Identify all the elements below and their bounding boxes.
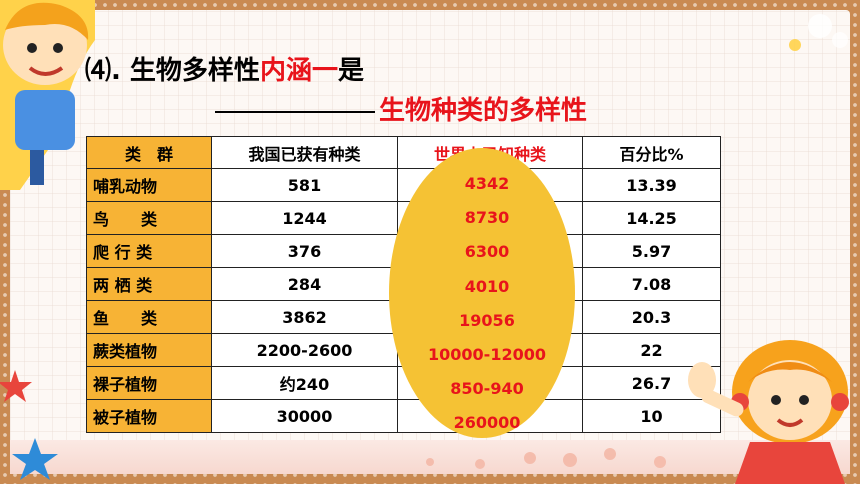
star-icon — [0, 370, 58, 480]
cell-china: 1244 — [211, 201, 398, 235]
bottom-decor-band — [10, 440, 850, 474]
cartoon-boy-icon — [0, 0, 95, 190]
cell-category: 两 栖 类 — [86, 267, 212, 301]
cell-percent: 5.97 — [582, 234, 721, 268]
world-value: 260000 — [453, 413, 521, 433]
cell-category: 蕨类植物 — [86, 333, 212, 367]
cell-china: 284 — [211, 267, 398, 301]
world-value: 4342 — [464, 174, 510, 193]
cell-percent: 13.39 — [582, 168, 721, 202]
cell-category: 被子植物 — [86, 399, 212, 433]
slide-subtitle: 生物种类的多样性 — [215, 90, 587, 127]
subtitle-text: 生物种类的多样性 — [379, 96, 588, 126]
flower-row-icon — [426, 448, 666, 469]
title-suffix: 是 — [337, 56, 364, 86]
title-highlight: 内涵一 — [259, 56, 338, 86]
header-percent: 百分比% — [582, 136, 721, 169]
slide-title: ⑷. 生物多样性内涵一是 — [85, 50, 364, 87]
cell-category: 爬 行 类 — [86, 234, 212, 268]
cell-category: 哺乳动物 — [86, 168, 212, 202]
title-dash-line — [215, 110, 375, 113]
cell-category: 鱼 类 — [86, 300, 212, 334]
world-value: 10000-12000 — [428, 345, 546, 364]
cell-percent: 14.25 — [582, 201, 721, 235]
header-category: 类 群 — [86, 136, 212, 169]
cell-category: 鸟 类 — [86, 201, 212, 235]
world-value: 850-940 — [450, 379, 524, 399]
world-value: 8730 — [464, 208, 510, 228]
cell-percent: 7.08 — [582, 267, 721, 301]
cell-china: 30000 — [211, 399, 398, 433]
cell-china: 581 — [211, 168, 398, 202]
cartoon-girl-icon — [688, 340, 849, 484]
balloon-decor-icon — [789, 14, 848, 51]
world-value: 6300 — [464, 242, 510, 262]
world-value: 19056 — [459, 310, 515, 330]
cell-china: 3862 — [211, 300, 398, 334]
cell-percent: 20.3 — [582, 300, 721, 334]
header-china: 我国已获有种类 — [211, 136, 398, 169]
world-value: 4010 — [464, 276, 510, 296]
cell-percent: 10 — [582, 399, 721, 433]
header-world: 世界上已知种类 — [397, 136, 583, 169]
cell-china: 约240 — [211, 366, 398, 400]
cell-china: 2200-2600 — [211, 333, 398, 367]
cell-china: 376 — [211, 234, 398, 268]
table-header-row: 类 群 我国已获有种类 世界上已知种类 百分比% — [86, 136, 721, 169]
title-prefix: ⑷. 生物多样性 — [85, 56, 260, 86]
cell-category: 裸子植物 — [86, 366, 212, 400]
